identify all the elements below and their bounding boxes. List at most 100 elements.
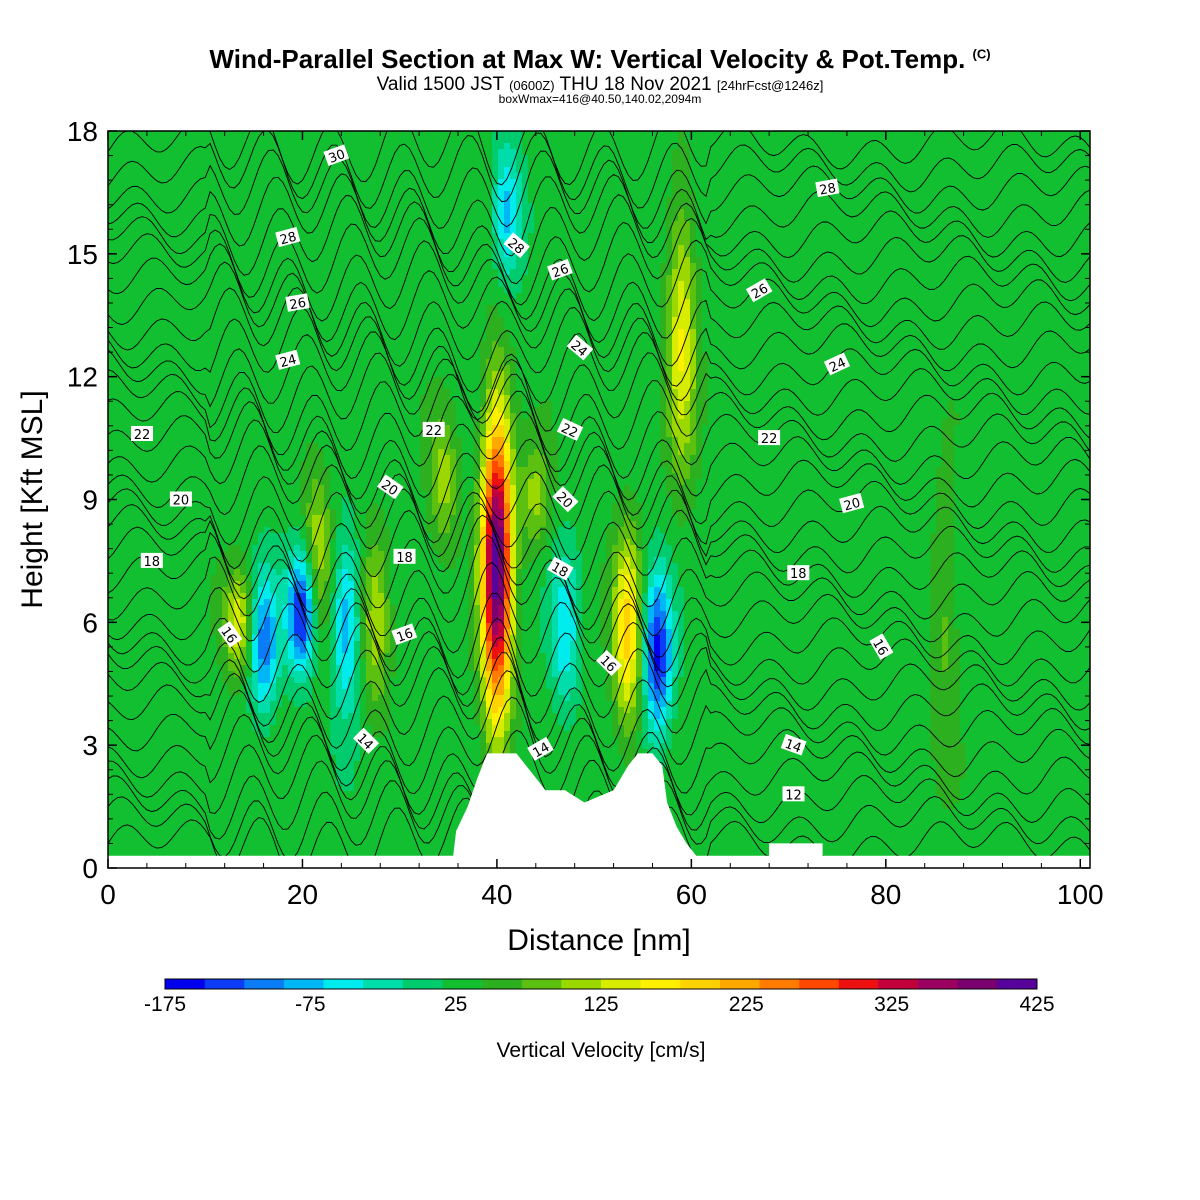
- colorbar-tick-label: -175: [144, 993, 186, 1016]
- theta-contour-line: [108, 729, 1090, 816]
- theta-contour-line: [108, 779, 1090, 861]
- theta-label: 14: [780, 733, 807, 756]
- theta-contour-line: [108, 149, 1090, 229]
- colorbar-bin: [997, 979, 1038, 989]
- theta-contour-line: [108, 670, 1090, 772]
- theta-label: 24: [823, 352, 851, 376]
- theta-contour-line: [108, 352, 1090, 433]
- theta-label: 26: [547, 258, 573, 281]
- theta-contour-line: [108, 464, 1090, 546]
- axes: 0 20 40 60 80 100 0 3 6 9 12 15 18 Distance [nm] Heigh…: [16, 116, 1104, 957]
- theta-label: 26: [285, 293, 310, 313]
- utc-time: (0600Z): [509, 78, 555, 93]
- theta-contour-line: [108, 759, 1090, 840]
- x-tick-label: 40: [481, 879, 512, 910]
- theta-contour-line: [108, 561, 1090, 658]
- theta-contour-line: [108, 286, 1090, 367]
- theta-label: 20: [169, 491, 192, 509]
- theta-label: 24: [275, 349, 301, 371]
- chart-title-text: Wind-Parallel Section at Max W: Vertical…: [209, 44, 965, 74]
- colorbar-bin: [957, 979, 998, 989]
- colorbar-bin: [640, 979, 681, 989]
- terrain-mask: [108, 753, 1090, 868]
- colorbar-bin: [204, 979, 245, 989]
- theta-label: 18: [393, 548, 416, 566]
- x-tick-label: 0: [100, 879, 116, 910]
- x-tick-label: 60: [676, 879, 707, 910]
- theta-contour-line: [108, 261, 1090, 344]
- theta-label: 18: [140, 552, 163, 570]
- theta-contour-line: [108, 488, 1090, 570]
- theta-contour-line: [108, 411, 1090, 501]
- theta-contour-line: [108, 194, 1090, 285]
- colorbar-bin: [442, 979, 483, 989]
- theta-contour-line: [108, 373, 1090, 456]
- theta-contour-line: [108, 514, 1090, 614]
- theta-contour-line: [108, 131, 1090, 209]
- colorbar-bin: [759, 979, 800, 989]
- theta-label: 16: [391, 623, 418, 646]
- colorbar-frame: [164, 978, 1038, 990]
- x-axis-label: Distance [nm]: [507, 924, 690, 957]
- y-tick-label: 3: [82, 730, 98, 761]
- theta-label: 18: [547, 556, 574, 581]
- theta-contour-line: [108, 617, 1090, 703]
- theta-contour-line: [108, 306, 1090, 393]
- colorbar-bin: [521, 979, 562, 989]
- valid-date: THU 18 Nov 2021: [560, 74, 712, 95]
- colorbar-bin: [482, 979, 523, 989]
- theta-contour-line: [108, 696, 1090, 795]
- colorbar-label: Vertical Velocity [cm/s]: [497, 1039, 706, 1062]
- theta-contour-line: [108, 331, 1090, 421]
- y-tick-label: 18: [67, 116, 98, 147]
- x-tick-label: 20: [287, 879, 318, 910]
- theta-label: 12: [782, 786, 805, 803]
- theta-label: 18: [787, 565, 810, 582]
- colorbar-bin: [402, 979, 443, 989]
- theta-contour-line: [108, 239, 1090, 322]
- colorbar-tick-label: 425: [1019, 993, 1054, 1016]
- theta-label: 22: [131, 426, 153, 443]
- theta-label: 28: [275, 226, 301, 248]
- colorbar-bin: [918, 979, 959, 989]
- terrain-shape: [108, 753, 1090, 868]
- theta-contour-line: [108, 652, 1090, 749]
- colorbar-tick-label: 325: [874, 993, 909, 1016]
- theta-label: 22: [758, 430, 781, 447]
- theta-contour-line: [108, 173, 1090, 257]
- colorbar-bin: [838, 979, 879, 989]
- forecast-info: [24hrFcst@1246z]: [717, 78, 823, 93]
- y-tick-label: 0: [82, 853, 98, 884]
- theta-label: 28: [815, 178, 840, 199]
- chart-subtitle: Valid 1500 JST (0600Z) THU 18 Nov 2021 […: [0, 74, 1200, 96]
- y-axis-label: Height [Kft MSL]: [16, 390, 49, 608]
- theta-label: 30: [323, 144, 350, 167]
- theta-label: 22: [556, 418, 584, 442]
- colorbar-bin: [283, 979, 324, 989]
- theta-contour-line: [108, 438, 1090, 525]
- theta-label: 22: [422, 421, 445, 439]
- chart-title: Wind-Parallel Section at Max W: Vertical…: [0, 44, 1200, 75]
- colorbar: -175 -75 25 125 225 325 425 Vertical Velocity […: [144, 978, 1055, 1062]
- theta-contour-line: [108, 217, 1090, 306]
- colorbar-bin: [323, 979, 364, 989]
- colorbar-tick-label: 125: [583, 993, 618, 1016]
- theta-contour-line: [108, 636, 1090, 727]
- y-tick-label: 9: [82, 485, 98, 516]
- colorbar-tick-label: 25: [444, 993, 467, 1016]
- colorbar-tick-label: -75: [295, 993, 325, 1016]
- y-tick-label: 6: [82, 607, 98, 638]
- theta-label: 26: [745, 278, 773, 303]
- x-tick-label: 80: [870, 879, 901, 910]
- theta-contour-line: [108, 534, 1090, 637]
- colorbar-bin: [719, 979, 760, 989]
- theta-contours: [108, 131, 1090, 868]
- theta-label: 16: [869, 633, 894, 660]
- colorbar-tick-label: 225: [729, 993, 764, 1016]
- theta-contour-line: [108, 390, 1090, 480]
- y-tick-label: 12: [67, 362, 98, 393]
- y-tick-label: 15: [67, 239, 98, 270]
- theta-label: 14: [527, 736, 554, 761]
- theta-contour-line: [108, 131, 1090, 186]
